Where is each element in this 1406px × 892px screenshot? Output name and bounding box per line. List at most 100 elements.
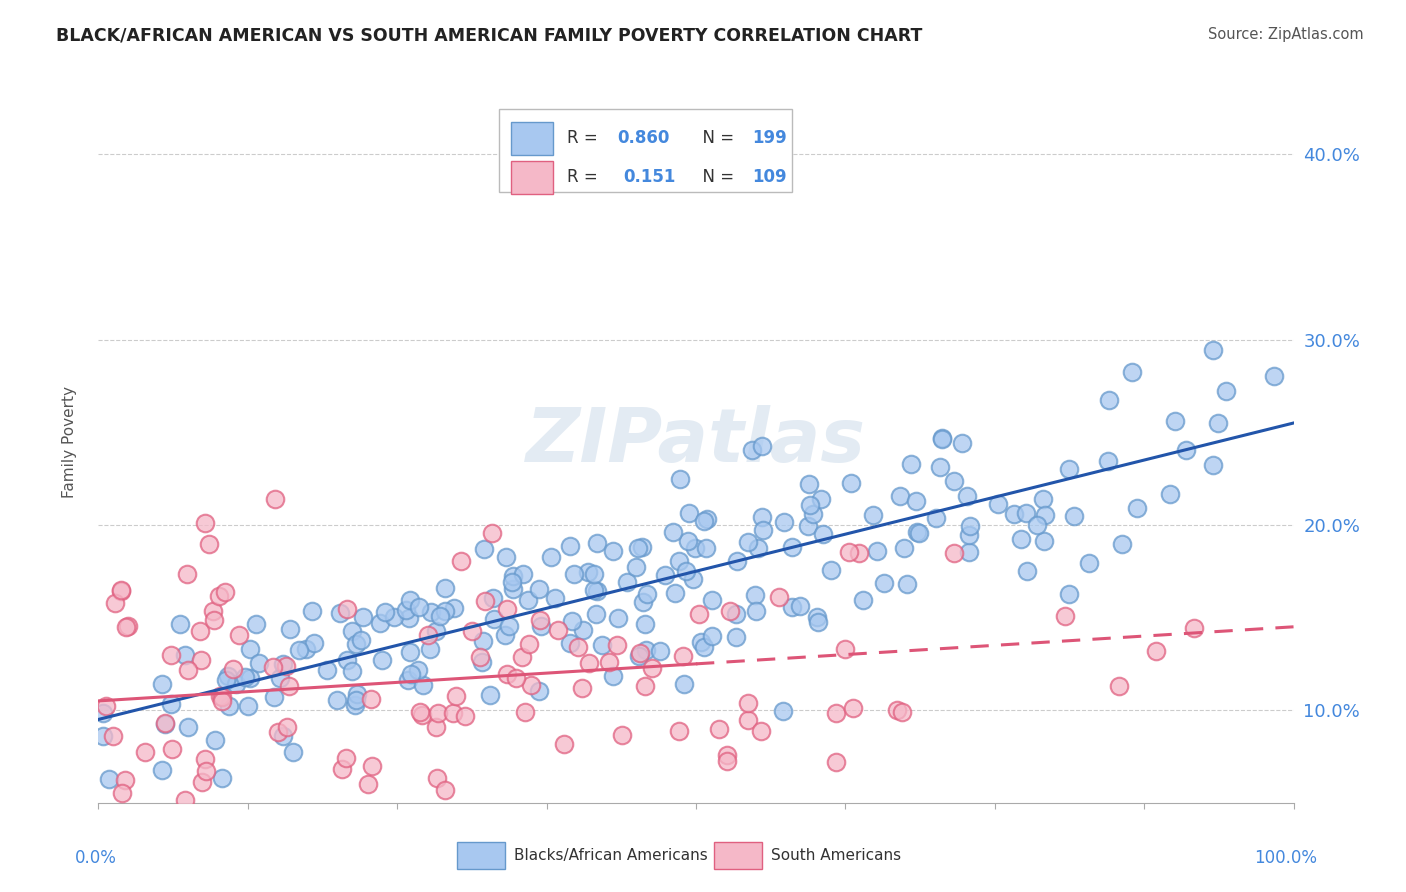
Point bbox=[263, 492, 285, 507]
Point bbox=[316, 664, 339, 678]
Point bbox=[547, 623, 569, 637]
Point bbox=[1033, 508, 1056, 523]
Point bbox=[586, 535, 609, 549]
Point bbox=[346, 687, 368, 701]
Point bbox=[454, 709, 477, 723]
Point bbox=[399, 592, 422, 607]
Point bbox=[1263, 368, 1285, 383]
Point bbox=[931, 432, 953, 446]
Point bbox=[94, 698, 117, 713]
Point bbox=[624, 560, 647, 574]
Point bbox=[688, 607, 710, 622]
Point bbox=[134, 745, 156, 759]
Point bbox=[496, 602, 519, 616]
Point bbox=[510, 650, 533, 665]
Point bbox=[325, 692, 347, 706]
Point bbox=[245, 617, 267, 632]
Point bbox=[1015, 564, 1038, 578]
Point bbox=[724, 607, 747, 621]
Point bbox=[426, 706, 449, 720]
Point bbox=[905, 493, 928, 508]
Point bbox=[572, 623, 595, 637]
Point bbox=[905, 524, 928, 539]
Point bbox=[174, 648, 197, 662]
Point bbox=[772, 704, 794, 718]
Point bbox=[117, 619, 139, 633]
Point bbox=[834, 642, 856, 657]
Point bbox=[433, 783, 456, 797]
Point bbox=[1164, 414, 1187, 428]
Point bbox=[474, 594, 496, 608]
Point bbox=[288, 643, 311, 657]
Point bbox=[495, 549, 517, 564]
Point bbox=[633, 617, 655, 632]
Point bbox=[412, 678, 434, 692]
Point bbox=[336, 653, 359, 667]
Point bbox=[591, 638, 613, 652]
Point bbox=[747, 541, 769, 556]
Point bbox=[501, 575, 523, 590]
Point bbox=[276, 659, 298, 673]
Point bbox=[214, 584, 236, 599]
Point bbox=[225, 677, 247, 691]
Point bbox=[160, 741, 183, 756]
Point bbox=[1010, 533, 1032, 547]
Point bbox=[498, 619, 520, 633]
Point bbox=[219, 833, 242, 847]
Point bbox=[648, 643, 671, 657]
Point bbox=[607, 611, 630, 625]
Point bbox=[631, 540, 654, 554]
Point bbox=[824, 706, 846, 720]
Point bbox=[374, 605, 396, 619]
Point bbox=[1108, 679, 1130, 693]
Point bbox=[598, 655, 620, 669]
Point bbox=[344, 698, 367, 713]
Text: R =: R = bbox=[567, 129, 603, 147]
Point bbox=[627, 541, 650, 555]
Text: ZIPatlas: ZIPatlas bbox=[526, 405, 866, 478]
Point bbox=[406, 664, 429, 678]
Point bbox=[529, 613, 551, 627]
Point bbox=[461, 624, 484, 639]
Point bbox=[450, 554, 472, 568]
Point bbox=[925, 510, 948, 524]
Point bbox=[820, 563, 842, 577]
Point bbox=[668, 724, 690, 739]
Point bbox=[479, 688, 502, 702]
Point bbox=[751, 523, 773, 537]
Point bbox=[862, 508, 884, 522]
Point bbox=[780, 600, 803, 615]
Point bbox=[707, 723, 730, 737]
Point bbox=[169, 617, 191, 632]
Point bbox=[336, 601, 359, 615]
Point bbox=[737, 696, 759, 710]
Y-axis label: Family Poverty: Family Poverty bbox=[62, 385, 77, 498]
Point bbox=[239, 671, 262, 685]
Point bbox=[838, 545, 860, 559]
Point bbox=[1121, 365, 1143, 379]
Point bbox=[330, 762, 353, 776]
Point bbox=[567, 640, 589, 655]
Point bbox=[484, 833, 506, 847]
Point bbox=[218, 698, 240, 713]
Point bbox=[1054, 609, 1077, 624]
Point bbox=[886, 703, 908, 717]
FancyBboxPatch shape bbox=[714, 842, 762, 870]
Point bbox=[301, 603, 323, 617]
Point bbox=[408, 599, 430, 614]
Point bbox=[176, 567, 198, 582]
Point bbox=[1184, 622, 1206, 636]
Point bbox=[693, 514, 716, 528]
Point bbox=[585, 607, 607, 622]
Point bbox=[1026, 518, 1049, 533]
Point bbox=[737, 535, 759, 549]
Point bbox=[202, 614, 225, 628]
Point bbox=[361, 758, 384, 772]
Point bbox=[889, 489, 911, 503]
Point bbox=[628, 648, 651, 663]
Point bbox=[725, 630, 748, 644]
Point bbox=[481, 591, 503, 605]
Point bbox=[419, 642, 441, 657]
Point bbox=[896, 577, 918, 591]
Point bbox=[716, 754, 738, 768]
